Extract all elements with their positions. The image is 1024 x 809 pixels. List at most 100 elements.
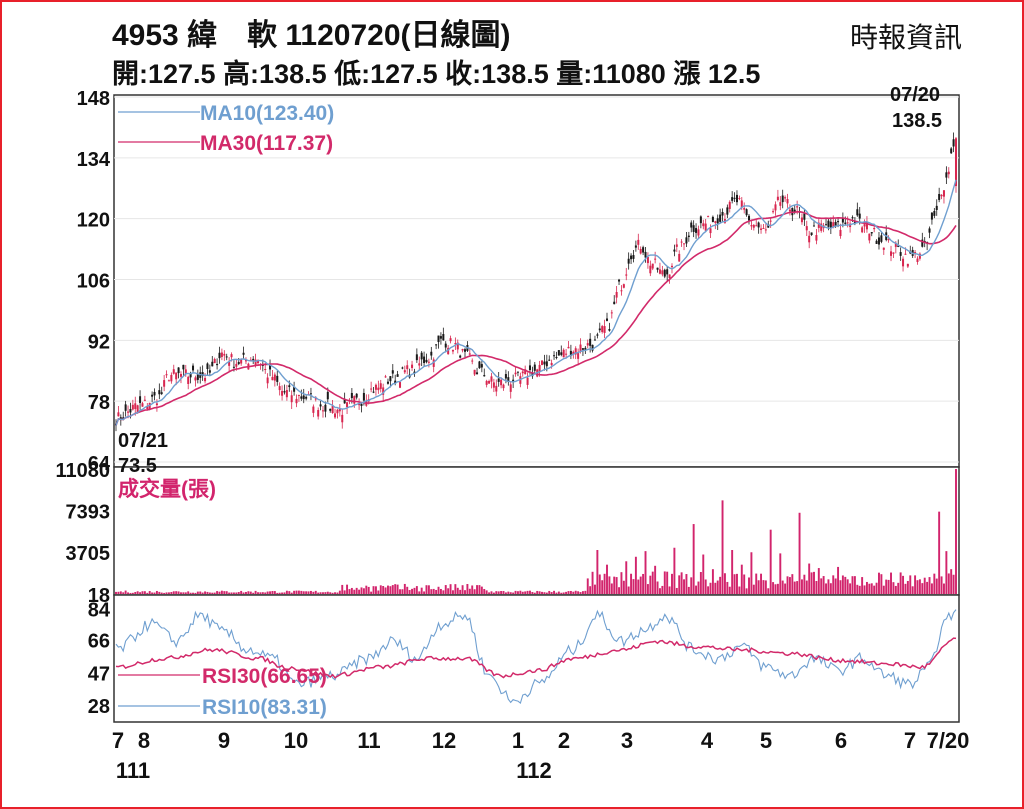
price-candles [114,132,958,432]
volume-bar [413,587,416,594]
candle-body [170,374,173,382]
candle-body [273,374,276,381]
volume-bar [172,591,175,594]
volume-bar [878,572,880,594]
candle-body [155,403,158,406]
volume-bar [167,592,170,594]
candle-body [757,222,760,228]
volume-bar [632,579,635,594]
volume-bar [882,585,885,594]
candle-body [625,274,628,276]
candle-body [244,359,247,362]
candle-body [514,372,517,375]
candle-body [928,228,931,233]
stats-line: 開:127.5 高:138.5 低:127.5 收:138.5 量:11080 … [112,59,761,89]
candle-body [374,384,377,390]
candle-body [151,394,154,397]
candle-body [490,376,493,382]
volume-bar [180,592,182,594]
candle-body [305,396,308,399]
candle-body [598,328,601,331]
candle-body [411,364,414,369]
volume-bar [374,586,377,594]
volume-bar [569,590,572,594]
volume-bar [391,585,394,594]
volume-bar [439,588,442,594]
chart-title: 4953 緯 軟 1120720(日線圖) [112,19,511,52]
candle-body [346,402,349,408]
volume-bar [247,591,250,594]
volume-bar [887,579,890,594]
candle-body [382,387,385,395]
candle-body [136,405,139,413]
candle-body [666,269,669,275]
candle-body [678,253,681,262]
volume-bar [163,592,166,594]
volume-bar [437,586,440,594]
volume-bar [326,591,329,594]
rsi30-legend-label: RSI30(66.65) [202,665,327,688]
volume-tick-label: 7393 [66,502,111,524]
candle-body [538,364,541,373]
volume-bar [319,592,322,594]
candle-body [507,377,510,382]
volume-bar [856,584,859,594]
candle-body [314,398,317,400]
candle-body [560,352,563,355]
volume-bar [396,584,399,594]
candle-body [555,356,558,358]
volume-bar [555,592,558,594]
volume-bar [155,590,158,594]
candle-body [711,216,714,222]
candle-body [242,352,245,355]
candle-body [276,375,279,382]
volume-bar [620,572,623,594]
volume-bar [300,590,303,594]
volume-bar [810,572,813,594]
candle-body [680,241,683,243]
volume-bar [707,586,710,594]
volume-bar [379,585,382,594]
volume-bar [399,589,401,594]
rsi-tick-label: 47 [88,663,110,685]
candle-body [442,334,445,341]
candle-body [877,237,880,245]
volume-bar [124,590,127,594]
volume-bar [680,572,683,594]
volume-label: 成交量(張) [118,477,216,501]
volume-bar [800,579,803,594]
candle-body [143,399,146,401]
volume-bar [786,576,789,594]
volume-bar [776,583,779,594]
volume-bar [285,590,288,594]
volume-bar [199,591,202,594]
candle-body [861,227,864,233]
volume-bar [702,554,705,594]
volume-bar [692,524,695,594]
x-month-label: 7 [112,728,124,753]
candle-body [225,356,228,358]
candle-body [485,380,488,385]
volume-bar [851,576,854,594]
volume-bar [560,592,563,594]
volume-bar [290,592,293,594]
candle-body [201,372,204,377]
volume-bar [538,591,541,594]
volume-bar [452,590,454,594]
volume-bar [271,591,274,594]
candle-body [459,355,462,358]
volume-bar [757,580,760,594]
volume-bar [165,592,168,594]
candle-body [319,404,322,407]
candle-body [504,374,507,379]
candle-body [172,369,175,374]
volume-bar [346,584,349,594]
candle-body [618,279,621,282]
volume-bar [206,591,209,594]
volume-bar [293,590,296,594]
volume-bar [822,576,825,594]
volume-bar [678,575,681,594]
volume-bar [726,581,729,594]
candle-body [324,404,327,412]
candle-body [435,344,438,346]
